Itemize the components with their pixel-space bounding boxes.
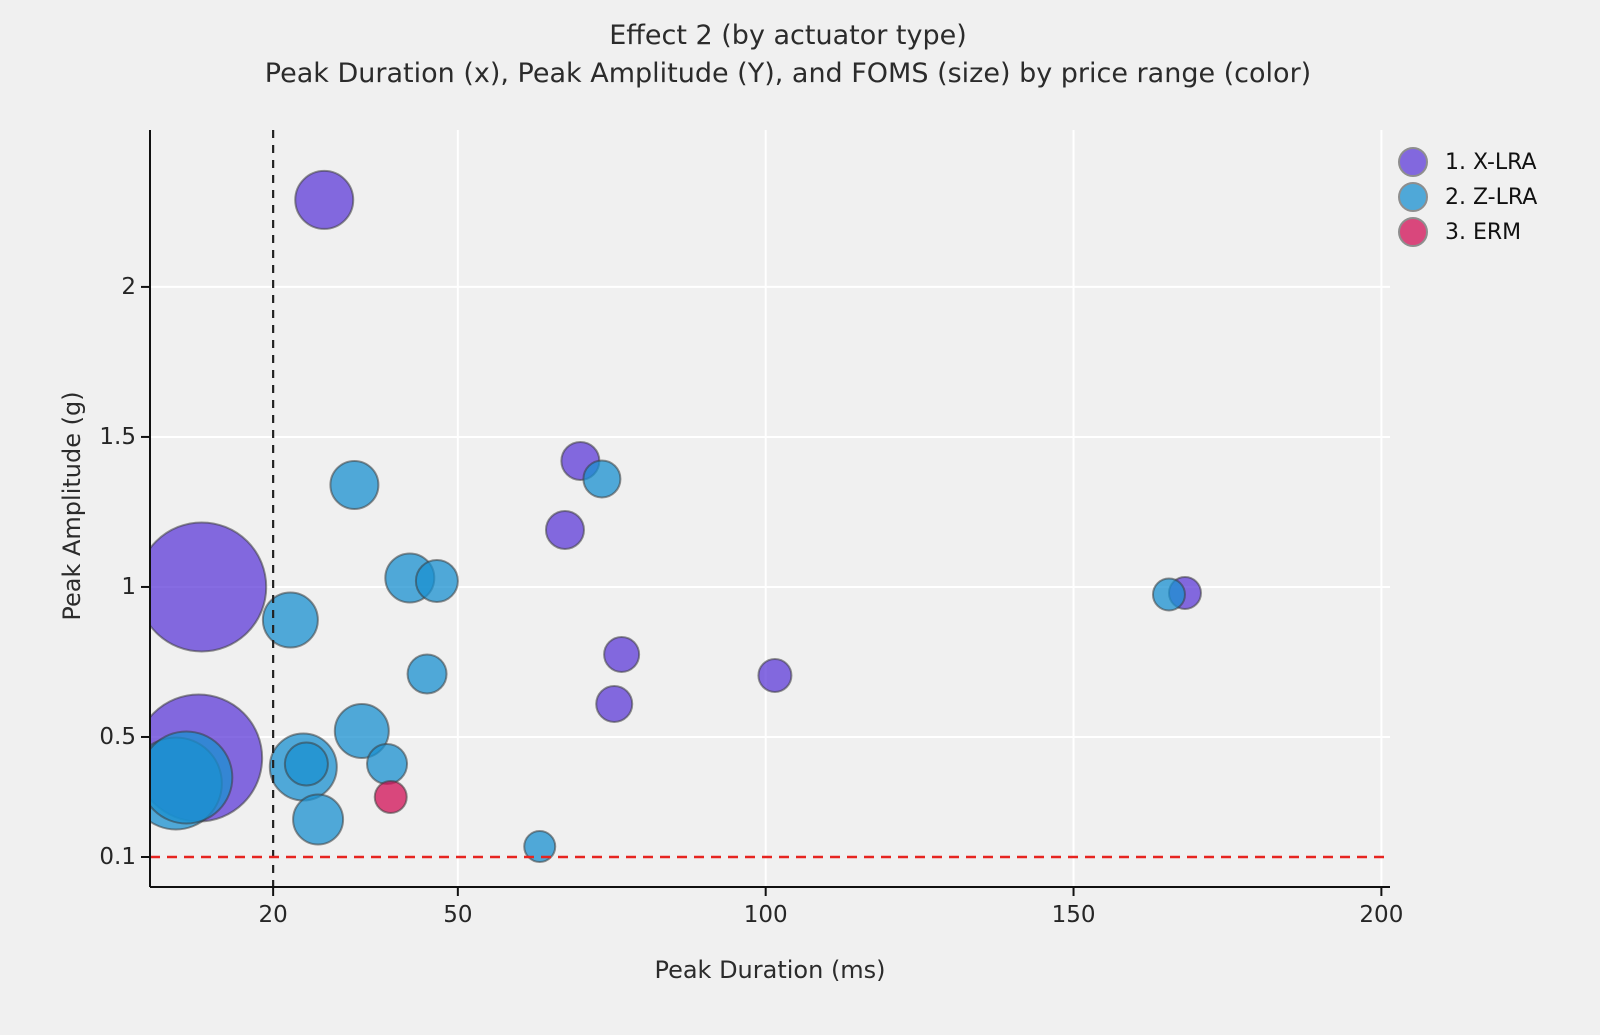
legend-label: 2. Z-LRA: [1445, 184, 1538, 210]
y-tick-label: 1.5: [99, 423, 136, 450]
bubble-zlra[interactable]: [1151, 577, 1186, 612]
bubble-zlra[interactable]: [329, 459, 380, 510]
bubble-zlra[interactable]: [333, 702, 390, 759]
bubble-zlra[interactable]: [523, 829, 557, 863]
y-axis-label: Peak Amplitude (g): [58, 391, 86, 621]
legend-item-erm[interactable]: 3. ERM: [1398, 217, 1537, 247]
bubble-zlra[interactable]: [582, 459, 622, 499]
legend-swatch-zlra-icon: [1398, 182, 1428, 212]
legend-item-zlra[interactable]: 2. Z-LRA: [1398, 182, 1537, 212]
legend: 1. X-LRA 2. Z-LRA 3. ERM: [1398, 147, 1537, 247]
bubble-xlra[interactable]: [294, 169, 355, 230]
x-tick-label: 100: [743, 902, 788, 928]
bubble-zlra[interactable]: [283, 741, 329, 787]
bubble-zlra[interactable]: [406, 653, 448, 695]
bubble-zlra[interactable]: [414, 558, 459, 603]
x-tick-label: 200: [1359, 902, 1404, 928]
bubble-erm[interactable]: [373, 779, 408, 814]
legend-swatch-erm-icon: [1398, 217, 1428, 247]
bubble-xlra[interactable]: [137, 521, 268, 653]
legend-item-xlra[interactable]: 1. X-LRA: [1398, 147, 1537, 177]
bubble-zlra[interactable]: [292, 793, 345, 846]
legend-label: 3. ERM: [1445, 219, 1522, 245]
bubble-zlra[interactable]: [140, 730, 234, 825]
y-tick-label: 2: [121, 273, 136, 300]
x-tick-label: 50: [443, 902, 473, 928]
chart-title: Effect 2 (by actuator type): [609, 20, 967, 51]
legend-swatch-xlra-icon: [1398, 147, 1428, 177]
bubble-xlra[interactable]: [603, 635, 641, 673]
y-tick-label: 0.5: [99, 723, 136, 750]
y-tick-label: 0.1: [99, 843, 136, 870]
legend-label: 1. X-LRA: [1445, 149, 1537, 175]
x-axis-label: Peak Duration (ms): [654, 956, 886, 984]
bubble-xlra[interactable]: [544, 509, 585, 550]
chart-subtitle: Peak Duration (x), Peak Amplitude (Y), a…: [264, 58, 1312, 89]
bubble-zlra[interactable]: [261, 591, 319, 649]
bubble-zlra[interactable]: [366, 742, 409, 785]
y-tick-label: 1: [121, 573, 136, 600]
bubble-xlra[interactable]: [757, 657, 793, 693]
x-tick-label: 20: [258, 902, 288, 928]
x-tick-label: 150: [1051, 902, 1096, 928]
bubble-xlra[interactable]: [595, 684, 634, 723]
